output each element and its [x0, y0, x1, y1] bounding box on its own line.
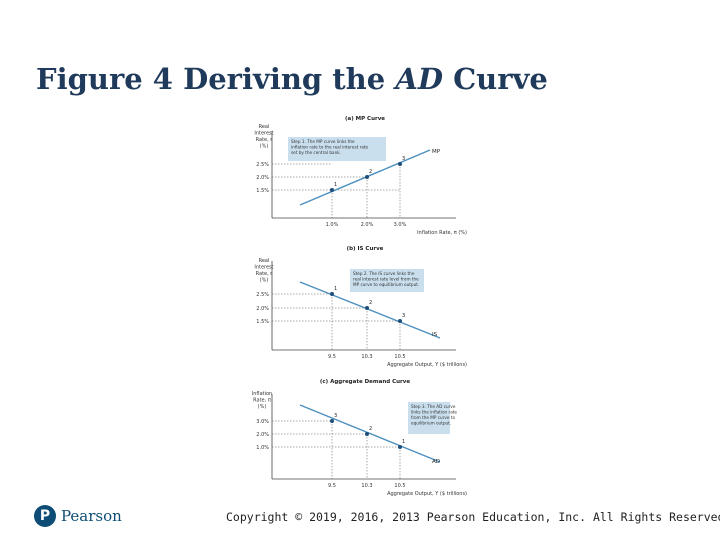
point-label: 2	[369, 426, 372, 432]
x-tick-label: 10.5	[394, 483, 405, 489]
step-note-line: real interest rate level from the	[353, 277, 419, 282]
step-note-line: from the MP curve to	[411, 415, 455, 420]
y-axis-label-line: Rate, r	[256, 271, 274, 277]
equilibrium-point	[330, 188, 334, 192]
curve-label: MP	[432, 149, 441, 155]
x-tick-label: 10.5	[394, 354, 405, 360]
pearson-p-icon: P	[34, 505, 56, 527]
pearson-wordmark: Pearson	[61, 507, 122, 525]
x-tick-label: 2.0%	[361, 222, 374, 228]
x-tick-label: 3.0%	[394, 222, 407, 228]
step-note-line: links the inflation rate	[411, 410, 457, 415]
curve-label: IS	[432, 332, 438, 338]
x-tick-label: 10.3	[361, 483, 372, 489]
y-axis-label-line: Interest	[254, 131, 273, 137]
equilibrium-point	[398, 445, 402, 449]
y-axis-label-line: (%)	[260, 144, 269, 150]
slide-title: Figure 4 Deriving the AD Curve	[36, 62, 548, 96]
y-axis-label-line: (%)	[258, 404, 267, 410]
point-label: 1	[402, 439, 405, 445]
panel-title: (c) Aggregate Demand Curve	[320, 379, 410, 385]
y-axis-label-line: Real	[259, 258, 270, 264]
panel-title: (a) MP Curve	[345, 116, 385, 122]
curve-line	[299, 404, 441, 463]
step-note-line: set by the central bank.	[291, 150, 341, 155]
x-axis-label: Inflation Rate, π (%)	[417, 230, 467, 236]
x-tick-label: 10.3	[361, 354, 372, 360]
equilibrium-point	[365, 306, 369, 310]
y-axis-label-line: (%)	[260, 278, 269, 284]
point-label: 3	[402, 313, 405, 319]
equilibrium-point	[330, 419, 334, 423]
equilibrium-point	[330, 292, 334, 296]
y-tick-label: 2.0%	[256, 306, 269, 312]
title-italic: AD	[395, 62, 443, 96]
step-note-line: MP curve to equilibrium output.	[353, 282, 419, 287]
y-tick-label: 1.5%	[256, 188, 269, 194]
step-note-box	[408, 402, 450, 434]
y-axis-label-line: Interest	[254, 265, 273, 271]
point-label: 1	[334, 182, 337, 188]
step-note-line: Step 2. The IS curve links the	[353, 271, 415, 276]
curve-label: AD	[432, 459, 440, 465]
step-note-line: inflation rate to the real interest rate	[291, 145, 369, 150]
equilibrium-point	[398, 319, 402, 323]
y-tick-label: 2.5%	[256, 292, 269, 298]
y-axis-label-line: Rate, π	[253, 398, 271, 404]
pearson-logo: P Pearson	[34, 505, 122, 527]
curve-line	[299, 281, 441, 339]
x-axis-label: Aggregate Output, Y ($ trillions)	[387, 491, 467, 497]
step-note-line: equilibrium output.	[411, 421, 451, 426]
y-tick-label: 2.0%	[256, 175, 269, 181]
equilibrium-point	[365, 175, 369, 179]
title-prefix: Figure 4 Deriving the	[36, 62, 396, 96]
x-tick-label: 9.5	[328, 483, 336, 489]
title-suffix: Curve	[442, 62, 548, 96]
point-label: 2	[369, 169, 372, 175]
point-label: 3	[402, 156, 405, 162]
step-note-box	[288, 137, 386, 161]
step-note-line: Step 3. The AD curve	[411, 404, 456, 409]
y-axis-label-line: Real	[259, 124, 270, 130]
y-tick-label: 1.5%	[256, 319, 269, 325]
copyright-notice: Copyright © 2019, 2016, 2013 Pearson Edu…	[226, 510, 720, 524]
point-label: 3	[334, 413, 337, 419]
point-label: 1	[334, 286, 337, 292]
y-tick-label: 1.0%	[256, 445, 269, 451]
step-note-line: Step 1. The MP curve links the	[291, 139, 355, 144]
x-axis-label: Aggregate Output, Y ($ trillions)	[387, 362, 467, 368]
y-axis-label-line: Rate, r	[256, 137, 274, 143]
x-tick-label: 9.5	[328, 354, 336, 360]
panel-title: (b) IS Curve	[347, 246, 384, 252]
curve-line	[299, 149, 431, 206]
step-note-box	[350, 269, 424, 292]
y-tick-label: 3.0%	[256, 419, 269, 425]
equilibrium-point	[365, 432, 369, 436]
equilibrium-point	[398, 162, 402, 166]
y-tick-label: 2.5%	[256, 162, 269, 168]
y-tick-label: 2.0%	[256, 432, 269, 438]
y-axis-label-line: Inflation	[252, 391, 272, 397]
point-label: 2	[369, 300, 372, 306]
x-tick-label: 1.0%	[326, 222, 339, 228]
